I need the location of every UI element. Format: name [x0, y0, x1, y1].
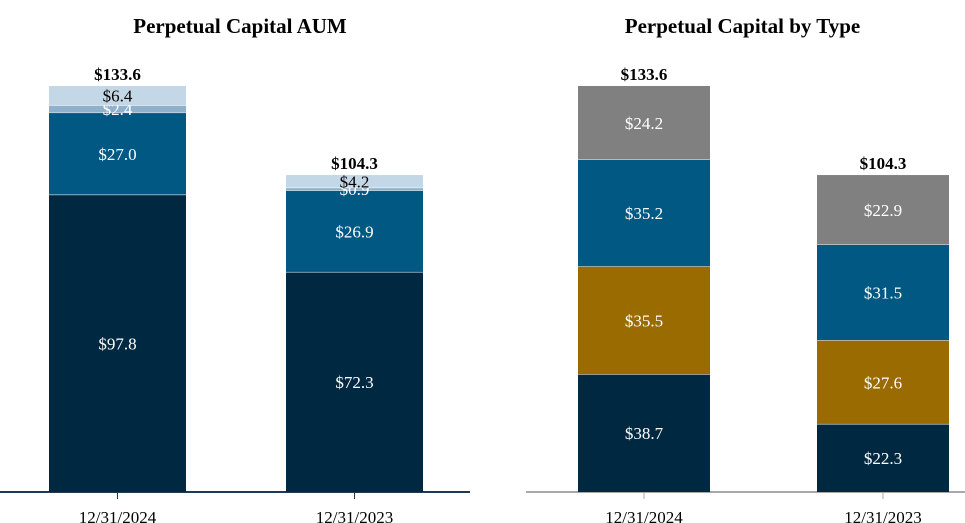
- type-chart-plot: $38.7 $35.5 $35.2 $24.2 $133.6 12/31/2024 $22.…: [526, 65, 965, 523]
- aum-x-tick-label-1: 12/31/2024: [79, 508, 157, 523]
- aum-data-label-2-segment-2: $26.9: [335, 222, 373, 241]
- type-data-label-2-segment-1: $22.3: [864, 449, 902, 468]
- aum-bar-2-segment-3: [286, 187, 423, 191]
- aum-bar-1-segment-4: [49, 86, 186, 106]
- type-data-label-1-segment-2: $35.5: [625, 311, 663, 330]
- aum-bar-1-segment-1: [49, 194, 186, 493]
- type-bar-1-segment-3: [578, 159, 710, 267]
- type-data-label-1-segment-3: $35.2: [625, 204, 663, 223]
- aum-total-label-1: $133.6: [94, 65, 141, 84]
- type-chart-title: Perpetual Capital by Type: [624, 14, 861, 38]
- type-x-tick-label-1: 12/31/2024: [605, 508, 683, 523]
- type-bar-2-segment-3: [817, 244, 949, 341]
- type-data-label-1-segment-4: $24.2: [625, 114, 663, 133]
- type-bar-2-segment-1: [817, 424, 949, 492]
- aum-bar-2-segment-1: [286, 272, 423, 492]
- aum-chart-plot: $97.8$27.0$2.4$6.4$133.612/31/2024$72.3$…: [0, 65, 470, 523]
- type-bar-1-segment-1: [578, 374, 710, 492]
- type-bar-2-segment-2: [817, 340, 949, 425]
- type-bar-1-segment-4: [578, 86, 710, 160]
- type-data-label-2-segment-4: $22.9: [864, 201, 902, 220]
- aum-chart-title: Perpetual Capital AUM: [133, 14, 347, 38]
- type-total-label-2: $104.3: [860, 154, 907, 173]
- type-bar-2-segment-4: [817, 175, 949, 245]
- type-x-tick-label-2: 12/31/2023: [844, 508, 921, 523]
- aum-data-label-1-segment-2: $27.0: [98, 145, 136, 164]
- aum-data-label-1-segment-4: $6.4: [103, 87, 133, 106]
- aum-data-label-1-segment-1: $97.8: [98, 334, 136, 353]
- aum-data-label-2-segment-4: $4.2: [340, 172, 370, 191]
- type-bar-1-segment-2: [578, 266, 710, 375]
- type-chart-panel: Perpetual Capital by Type $38.7 $35.5 $35.…: [520, 0, 965, 523]
- aum-data-label-2-segment-1: $72.3: [335, 373, 373, 392]
- type-total-label-1: $133.6: [621, 65, 668, 84]
- aum-total-label-2: $104.3: [331, 154, 378, 173]
- aum-bar-2-segment-4: [286, 175, 423, 188]
- aum-x-tick-label-2: 12/31/2023: [316, 508, 393, 523]
- aum-bar-2-segment-2: [286, 190, 423, 273]
- aum-bar-1-segment-3: [49, 105, 186, 113]
- type-data-label-2-segment-2: $27.6: [864, 373, 902, 392]
- type-data-label-1-segment-1: $38.7: [625, 424, 664, 443]
- aum-chart-panel: Perpetual Capital AUM $97.8 $27.0 $2.4 $6.4…: [0, 0, 480, 523]
- type-data-label-2-segment-3: $31.5: [864, 283, 902, 302]
- aum-bar-1-segment-2: [49, 112, 186, 195]
